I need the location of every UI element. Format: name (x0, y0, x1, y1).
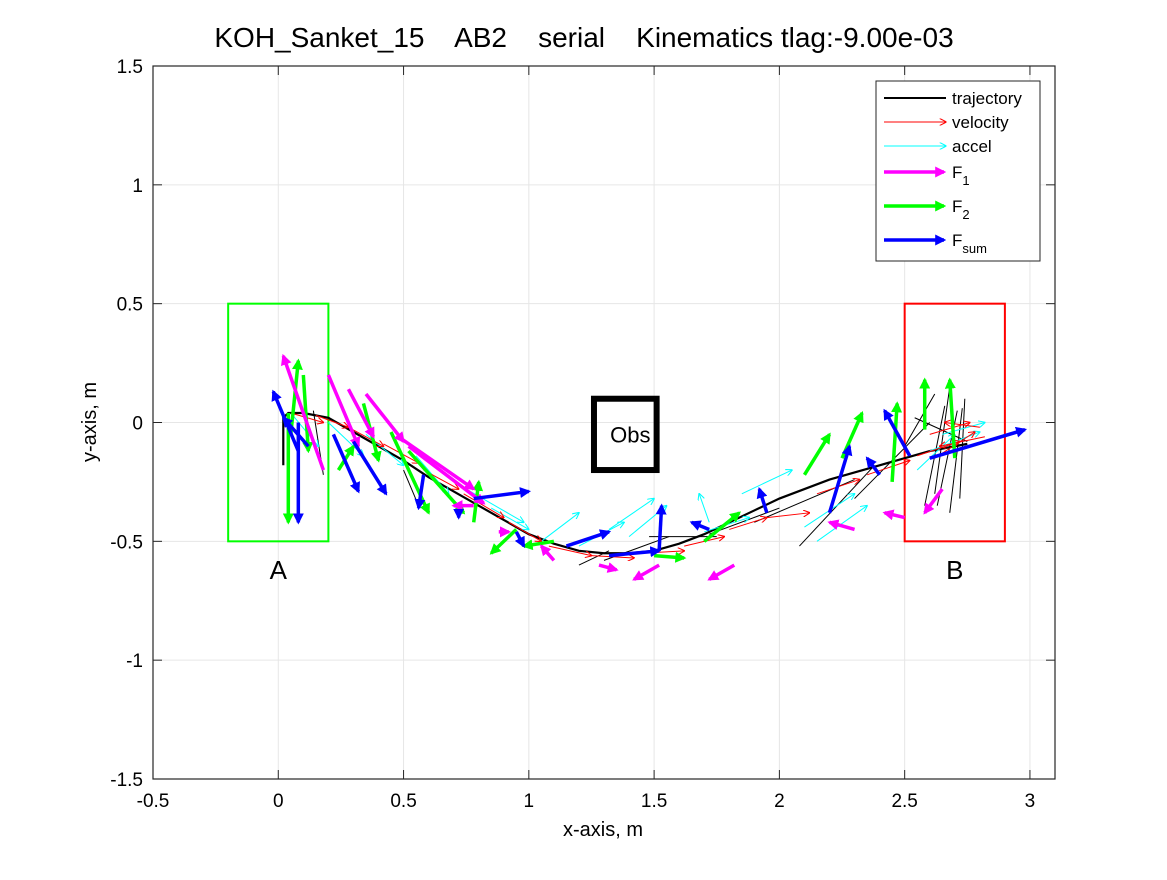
fsum-arrow (608, 546, 662, 558)
accel-arrow (916, 434, 955, 471)
x-tick-label: 0 (273, 791, 284, 812)
fsum-arrow (883, 408, 912, 457)
f1-arrow (346, 388, 376, 439)
f1-arrow (598, 562, 619, 573)
velocity-arrow (548, 545, 592, 556)
f2-arrow (489, 528, 518, 555)
x-tick-label: 2.5 (891, 791, 917, 812)
fsum-arrow (689, 520, 710, 532)
region-b-label: B (946, 555, 963, 585)
f1-arrow (326, 374, 361, 449)
f1-arrow (281, 353, 326, 471)
accel-arrow (541, 513, 579, 542)
region-b-box (903, 302, 1006, 543)
axes: -0.5 0 0.5 1 1.5 2 2.5 3 -1.5 -1 -0.5 0 0.5 1 1.5 (110, 57, 1056, 812)
fsum-arrow (473, 487, 532, 501)
x-tick-label: 2 (774, 791, 785, 812)
legend-label-trajectory: trajectory (952, 89, 1022, 108)
accel-arrow (608, 499, 654, 530)
x-tick-label: 1 (524, 791, 535, 812)
obstacle-label: Obs (610, 422, 650, 447)
f2-arrow (521, 539, 555, 551)
y-tick-label: -1 (126, 651, 143, 672)
legend-label-accel: accel (952, 137, 992, 156)
fsum-arrow (655, 503, 667, 551)
y-tick-label: 0 (132, 414, 143, 435)
velocity-arrow (729, 518, 767, 530)
fsum-arrow (281, 416, 310, 448)
fsum-arrow (865, 456, 882, 476)
x-tick-label: 1.5 (641, 791, 667, 812)
fsum-arrow (331, 433, 361, 494)
velocity-arrow (315, 414, 349, 427)
fsum-arrow (756, 486, 769, 514)
vector-series (271, 353, 1028, 581)
x-tick-label: 3 (1025, 791, 1036, 812)
x-axis-label: x-axis, m (563, 819, 643, 841)
f2-arrow (336, 444, 355, 471)
fsum-arrow (514, 531, 526, 549)
velocity-arrow (866, 461, 910, 476)
f2-arrow (703, 511, 742, 543)
y-tick-label: -0.5 (110, 532, 143, 553)
f2-arrow (802, 432, 831, 476)
f1-arrow (827, 519, 856, 532)
region-a-label: A (270, 555, 288, 585)
legend-label-velocity: velocity (952, 113, 1009, 132)
velocity-arrow (463, 493, 504, 518)
f1-arrow (882, 509, 906, 521)
accel-arrow (491, 507, 529, 529)
y-tick-label: -1.5 (110, 770, 143, 791)
velocity-arrow (684, 537, 724, 547)
f1-arrow (407, 444, 486, 505)
chart-title: KOH_Sanket_15 AB2 serial Kinematics tlag… (214, 22, 953, 53)
f1-arrow (539, 544, 556, 562)
fsum-arrow (565, 529, 612, 548)
fsum-arrow (414, 474, 426, 511)
regions: A B Obs (227, 302, 1006, 585)
y-tick-label: 0.5 (117, 295, 143, 316)
f2-arrow (301, 374, 314, 454)
f2-arrow (944, 377, 957, 459)
velocity-arrow (508, 521, 542, 541)
y-tick-label: 1.5 (117, 57, 143, 78)
x-tick-label: 0.5 (390, 791, 416, 812)
x-tick-label: -0.5 (137, 791, 170, 812)
f1-arrow (397, 435, 476, 491)
f1-arrow (364, 392, 405, 444)
f2-arrow (890, 401, 903, 483)
velocity-arrow (929, 423, 970, 435)
accel-arrow (741, 470, 792, 495)
f2-arrow (653, 551, 687, 563)
f2-arrow (840, 410, 864, 459)
velocity-arrow (945, 423, 980, 428)
y-axis-label: y-axis, m (79, 382, 101, 462)
obstacle-box (590, 395, 660, 474)
f1-arrow (632, 563, 660, 581)
fsum-arrow (827, 444, 853, 514)
accel-arrow (816, 506, 867, 542)
fsum-arrow (929, 426, 1028, 460)
velocity-arrow (766, 513, 810, 519)
f1-arrow (707, 563, 736, 581)
accel-arrow (699, 494, 710, 523)
f2-arrow (471, 479, 484, 523)
velocity-arrow (940, 436, 985, 447)
accel-arrow (942, 423, 985, 435)
y-tick-label: 1 (132, 176, 143, 197)
fsum-arrow (351, 440, 388, 496)
stray-segment (934, 386, 951, 494)
f1-arrow (923, 488, 944, 515)
